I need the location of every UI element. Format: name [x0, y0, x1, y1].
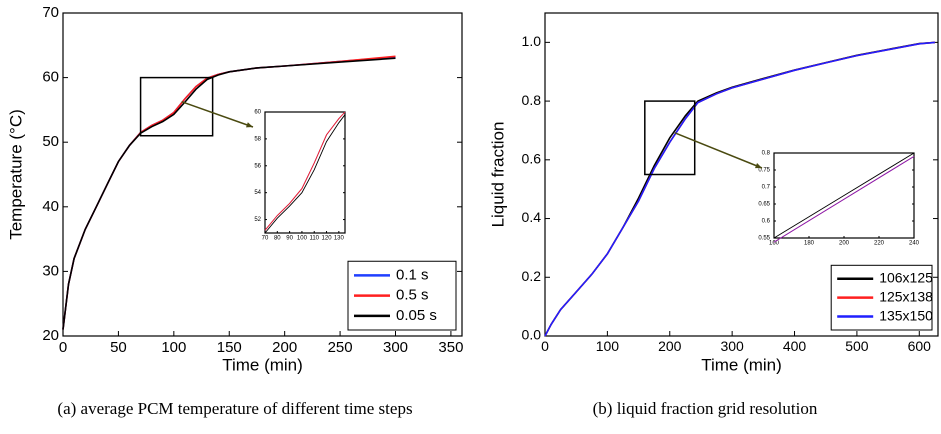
caption: (b) liquid fraction grid resolution [593, 399, 818, 418]
x-tick-label: 300 [720, 338, 744, 354]
x-tick-label: 0 [59, 339, 67, 356]
x-tick-label: 100 [161, 339, 186, 356]
x-axis-label: Time (min) [222, 355, 303, 374]
y-tick-label: 0.55 [758, 236, 770, 242]
x-tick-label: 500 [845, 338, 869, 354]
x-tick-label: 130 [334, 235, 345, 241]
series-line [773, 152, 915, 239]
y-tick-label: 0.4 [522, 209, 542, 225]
legend-label: 125x138 [879, 288, 933, 304]
y-tick-label: 56 [254, 163, 261, 169]
legend-label: 106x125 [879, 269, 933, 285]
y-tick-label: 20 [42, 327, 59, 344]
x-tick-label: 200 [272, 339, 297, 356]
y-axis-label: Liquid fraction [488, 122, 507, 228]
x-tick-label: 240 [909, 240, 920, 246]
x-tick-label: 350 [438, 339, 463, 356]
y-tick-label: 0.0 [522, 327, 542, 343]
series-line [264, 111, 346, 231]
y-tick-label: 70 [42, 4, 59, 21]
zoom-box [644, 100, 696, 176]
legend-box [347, 260, 457, 331]
x-tick-label: 70 [262, 235, 269, 241]
x-tick-label: 160 [769, 240, 780, 246]
x-tick-label: 100 [297, 235, 308, 241]
legend-label: 0.5 s [396, 287, 429, 304]
x-tick-label: 220 [874, 240, 885, 246]
x-tick-label: 90 [286, 235, 293, 241]
y-tick-label: 0.8 [522, 92, 542, 108]
y-tick-label: 60 [42, 69, 59, 86]
y-axis-label: Temperature (°C) [6, 109, 25, 240]
y-tick-label: 58 [254, 136, 261, 142]
y-tick-label: 30 [42, 262, 59, 279]
series-line [773, 156, 915, 243]
zoom-arrow [674, 132, 763, 169]
x-tick-label: 250 [328, 339, 353, 356]
zoom-box [139, 76, 214, 137]
y-tick-label: 0.6 [762, 219, 771, 225]
legend-label: 0.05 s [396, 307, 437, 324]
y-tick-label: 52 [254, 217, 261, 223]
y-tick-label: 50 [42, 133, 59, 150]
y-tick-label: 0.2 [522, 268, 542, 284]
zoom-arrowhead [246, 122, 253, 128]
x-tick-label: 200 [839, 240, 850, 246]
legend-label: 0.1 s [396, 266, 429, 283]
x-tick-label: 100 [596, 338, 620, 354]
x-tick-label: 50 [110, 339, 127, 356]
y-tick-label: 40 [42, 198, 59, 215]
plot-frame [264, 111, 346, 234]
x-tick-label: 400 [783, 338, 807, 354]
y-tick-label: 1.0 [522, 33, 542, 49]
x-tick-label: 80 [274, 235, 281, 241]
x-tick-label: 120 [322, 235, 333, 241]
series-line [62, 57, 396, 330]
y-tick-label: 0.8 [762, 151, 771, 157]
x-axis-label: Time (min) [701, 355, 782, 374]
y-tick-label: 60 [254, 110, 261, 116]
x-tick-label: 150 [217, 339, 242, 356]
x-tick-label: 110 [309, 235, 319, 241]
legend-label: 135x150 [879, 307, 933, 323]
y-tick-label: 0.65 [758, 202, 770, 208]
series-line [264, 114, 346, 234]
y-tick-label: 0.7 [762, 185, 771, 191]
x-tick-label: 200 [658, 338, 682, 354]
y-tick-label: 0.75 [758, 168, 770, 174]
x-tick-label: 180 [804, 240, 815, 246]
zoom-arrowhead [755, 163, 762, 169]
x-tick-label: 0 [541, 338, 549, 354]
x-tick-label: 300 [383, 339, 408, 356]
y-tick-label: 0.6 [522, 151, 542, 167]
y-tick-label: 54 [254, 190, 261, 196]
x-tick-label: 600 [908, 338, 932, 354]
caption: (a) average PCM temperature of different… [57, 399, 412, 418]
series-line [544, 41, 935, 337]
zoom-arrow [181, 100, 254, 128]
